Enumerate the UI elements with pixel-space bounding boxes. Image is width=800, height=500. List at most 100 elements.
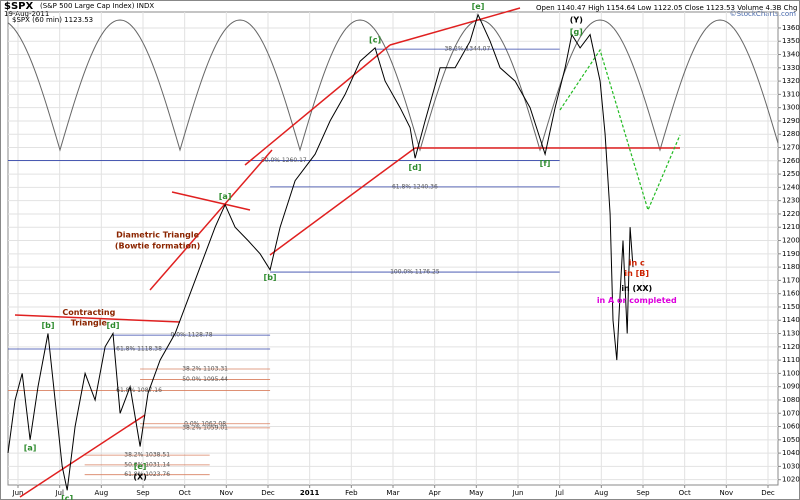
annotation: [d]: [409, 163, 422, 172]
x-tick-label: Jun: [512, 489, 524, 497]
y-tick-label: 1060: [782, 423, 800, 431]
trendline: [269, 147, 416, 256]
annotation: Triangle: [71, 318, 108, 327]
trendline: [149, 149, 273, 291]
x-tick-label: Nov: [219, 489, 233, 497]
y-tick-label: 1020: [782, 476, 800, 484]
y-tick-label: 1070: [782, 409, 800, 417]
fib-label: 100.0% 1176.25: [390, 269, 440, 276]
symbol: $SPX: [4, 1, 33, 12]
annotation: [d]: [106, 321, 119, 330]
y-tick-label: 1260: [782, 157, 800, 165]
annotation: [g]: [570, 27, 583, 36]
annotation: [a]: [219, 192, 232, 201]
annotation: Contracting: [62, 308, 115, 317]
x-tick-label: Dec: [761, 489, 775, 497]
x-tick-label: 2011: [300, 489, 320, 497]
annotation: [c]: [61, 494, 73, 500]
annotation: in (XX): [621, 284, 652, 293]
x-tick-label: Aug: [94, 489, 108, 497]
x-tick-label: Feb: [345, 489, 358, 497]
annotation: [a]: [24, 443, 37, 452]
annotation: [e]: [134, 462, 147, 471]
annotation: in [B]: [624, 269, 649, 278]
x-tick-label: Aug: [594, 489, 608, 497]
fib-label: 0.0% 1128.78: [171, 332, 213, 339]
y-tick-label: 1310: [782, 90, 800, 98]
y-tick-label: 1100: [782, 369, 800, 377]
fib-label: 61.8% 1118.38: [116, 345, 162, 352]
y-tick-label: 1240: [782, 183, 800, 191]
x-tick-label: Jun: [12, 489, 24, 497]
y-tick-label: 1080: [782, 396, 800, 404]
x-tick-label: Mar: [386, 489, 399, 497]
annotation: (Y): [570, 15, 583, 24]
fib-label: 38.2% 1038.51: [124, 452, 170, 459]
x-tick-label: Nov: [719, 489, 733, 497]
y-tick-label: 1190: [782, 250, 800, 258]
annotation: (Bowtie formation): [115, 241, 201, 250]
y-tick-label: 1340: [782, 51, 800, 59]
x-tick-label: Jul: [54, 489, 64, 497]
x-tick-label: Sep: [636, 489, 650, 497]
trendline: [171, 191, 251, 211]
y-tick-label: 1350: [782, 37, 800, 45]
price-line: [7, 13, 634, 491]
x-tick-label: Apr: [429, 489, 441, 497]
fib-label: 38.2% 1103.31: [182, 365, 228, 372]
legend: $SPX (60 min) 1123.53: [12, 16, 93, 24]
annotation: [e]: [472, 2, 485, 11]
x-tick-label: Oct: [679, 489, 691, 497]
x-tick-label: May: [469, 489, 483, 497]
drawing-layer: 1020 1030 1040 1050 1060 1070 1080 1090 1100 1110…: [7, 2, 800, 500]
trendline: [19, 414, 146, 498]
y-tick-label: 1110: [782, 356, 800, 364]
x-tick-label: Jul: [554, 489, 564, 497]
credit: ©StockCharts.com: [730, 10, 797, 18]
trendline: [389, 7, 521, 46]
index-name: (S&P 500 Large Cap Index) INDX: [40, 2, 154, 10]
annotation: [f]: [540, 159, 551, 168]
fib-label: 38.2% 1059.01: [182, 424, 228, 431]
y-tick-label: 1290: [782, 117, 800, 125]
y-tick-label: 1250: [782, 170, 800, 178]
y-tick-label: 1030: [782, 462, 800, 470]
fib-label: 0.0% 1062.08: [184, 420, 226, 427]
quote: Open 1140.47 High 1154.64 Low 1122.05 Cl…: [536, 4, 800, 12]
trendline: [244, 44, 391, 166]
y-tick-label: 1090: [782, 383, 800, 391]
annotation: (X): [133, 473, 146, 482]
y-tick-label: 1150: [782, 303, 800, 311]
fib-label: 61.8% 1023.76: [124, 471, 170, 478]
x-tick-label: Dec: [261, 489, 275, 497]
annotation: in c: [629, 259, 645, 268]
projection: [559, 48, 681, 212]
y-tick-label: 1050: [782, 436, 800, 444]
annotation: in A or completed: [597, 296, 677, 305]
cycle-wave: [7, 19, 779, 152]
y-tick-label: 1210: [782, 223, 800, 231]
fib-label: 38.2% 1344.07: [444, 46, 490, 53]
y-tick-label: 1300: [782, 104, 800, 112]
y-tick-label: 1270: [782, 144, 800, 152]
y-tick-label: 1220: [782, 210, 800, 218]
y-tick-label: 1320: [782, 77, 800, 85]
date: 19-Aug-2011: [4, 10, 49, 18]
y-tick-label: 1280: [782, 130, 800, 138]
fib-label: 50.0% 1095.44: [182, 376, 228, 383]
trendline: [14, 314, 181, 323]
annotation: [b]: [264, 273, 277, 282]
y-tick-label: 1170: [782, 276, 800, 284]
y-tick-label: 1120: [782, 343, 800, 351]
fib-label: 61.8% 1087.16: [116, 387, 162, 394]
y-tick-label: 1180: [782, 263, 800, 271]
y-tick-label: 1360: [782, 24, 800, 32]
fib-label: 50.0% 1260.17: [261, 157, 307, 164]
annotation: Diametric Triangle: [116, 231, 199, 240]
y-tick-label: 1230: [782, 197, 800, 205]
fib-label: 61.8% 1240.36: [392, 183, 438, 190]
annotation: [c]: [369, 35, 381, 44]
y-tick-label: 1130: [782, 330, 800, 338]
y-tick-label: 1040: [782, 449, 800, 457]
